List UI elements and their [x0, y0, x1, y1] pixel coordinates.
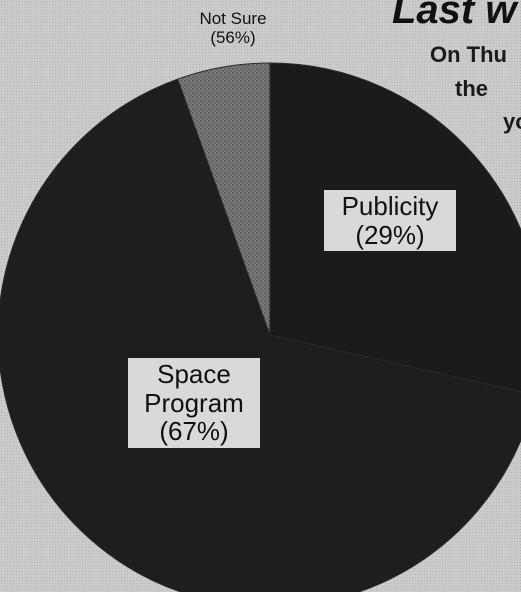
publicity-pct: (29%) [330, 221, 450, 250]
not-sure-name: Not Sure [178, 10, 288, 29]
space-program-name-line1: Space [134, 360, 254, 389]
space-program-label: Space Program (67%) [128, 358, 260, 448]
space-program-name-line2: Program [134, 389, 254, 418]
not-sure-pct: (56%) [178, 29, 288, 48]
publicity-label: Publicity (29%) [324, 190, 456, 251]
space-program-pct: (67%) [134, 417, 254, 446]
not-sure-label: Not Sure (56%) [178, 10, 288, 47]
publicity-name: Publicity [330, 192, 450, 221]
